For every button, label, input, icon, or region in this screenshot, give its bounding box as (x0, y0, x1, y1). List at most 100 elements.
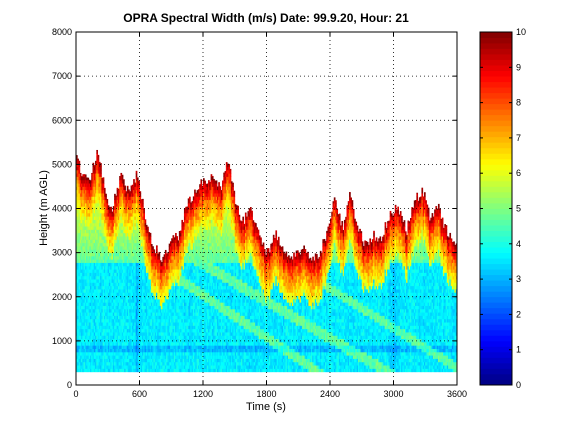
heatmap-cell (122, 315, 125, 320)
heatmap-cell (101, 196, 104, 201)
heatmap-cell (115, 335, 118, 340)
heatmap-cell (105, 318, 107, 323)
heatmap-cell (134, 222, 137, 227)
heatmap-cell (82, 368, 85, 373)
heatmap-cell (96, 308, 98, 313)
heatmap-cell (157, 312, 159, 316)
heatmap-cell (102, 216, 105, 220)
heatmap-cell (91, 186, 93, 191)
heatmap-cell (119, 355, 121, 359)
heatmap-cell (89, 219, 92, 224)
heatmap-cell (87, 255, 90, 260)
heatmap-cell (135, 305, 138, 310)
heatmap-cell (150, 322, 153, 326)
heatmap-cell (82, 176, 85, 181)
heatmap-cell (192, 239, 195, 244)
heatmap-cell (186, 365, 189, 369)
heatmap-cell (135, 255, 138, 260)
heatmap-cell (103, 355, 106, 359)
heatmap-cell (86, 341, 88, 346)
heatmap-cell (157, 322, 159, 326)
heatmap-cell (139, 262, 142, 267)
heatmap-cell (190, 236, 192, 240)
heatmap-cell (116, 272, 119, 277)
heatmap-cell (176, 312, 178, 316)
heatmap-cell (185, 252, 187, 257)
heatmap-cell (95, 341, 97, 346)
heatmap-cell (133, 275, 135, 280)
heatmap-cell (106, 198, 109, 201)
heatmap-cell (100, 355, 102, 359)
heatmap-cell (81, 355, 83, 359)
heatmap-cell (106, 315, 109, 320)
heatmap-cell (122, 368, 125, 373)
heatmap-cell (159, 315, 162, 320)
heatmap-cell (145, 265, 148, 270)
heatmap-cell (171, 265, 173, 270)
heatmap-cell (102, 275, 105, 280)
heatmap-cell (169, 328, 172, 333)
heatmap-cell (147, 279, 149, 283)
heatmap-cell (181, 322, 184, 326)
heatmap-cell (116, 348, 119, 353)
heatmap-cell (111, 292, 114, 297)
heatmap-cell (173, 239, 176, 244)
heatmap-cell (98, 262, 101, 267)
heatmap-cell (121, 351, 124, 356)
heatmap-cell (86, 285, 88, 290)
heatmap-cell (84, 206, 87, 210)
heatmap-cell (84, 325, 87, 330)
heatmap-cell (172, 252, 175, 257)
heatmap-cell (103, 262, 106, 267)
heatmap-cell (197, 341, 200, 346)
heatmap-cell (92, 308, 95, 313)
heatmap-cell (115, 289, 118, 293)
heatmap-cell (139, 328, 142, 333)
heatmap-cell (181, 232, 184, 237)
heatmap-cell (172, 341, 175, 346)
heatmap-cell (97, 295, 100, 300)
heatmap-cell (195, 265, 198, 270)
heatmap-cell (136, 325, 139, 330)
heatmap-cell (121, 216, 124, 220)
heatmap-cell (196, 279, 199, 283)
heatmap-cell (158, 322, 161, 326)
heatmap-cell (147, 282, 149, 287)
heatmap-cell (98, 255, 101, 260)
heatmap-cell (122, 196, 125, 201)
heatmap-cell (167, 322, 170, 326)
heatmap-cell (87, 202, 90, 207)
heatmap-cell (190, 239, 192, 244)
heatmap-cell (138, 282, 140, 287)
heatmap-cell (136, 249, 139, 254)
heatmap-cell (83, 325, 86, 330)
heatmap-cell (100, 183, 102, 187)
heatmap-cell (126, 219, 129, 224)
heatmap-cell (134, 246, 137, 250)
heatmap-cell (115, 226, 118, 230)
heatmap-cell (138, 348, 140, 353)
heatmap-cell (107, 351, 110, 356)
heatmap-cell (96, 166, 98, 171)
heatmap-cell (186, 335, 189, 340)
heatmap-cell (102, 308, 105, 313)
heatmap-cell (121, 318, 124, 323)
heatmap-cell (103, 202, 106, 207)
heatmap-cell (194, 239, 196, 244)
heatmap-cell (95, 236, 97, 240)
heatmap-cell (83, 298, 86, 303)
heatmap-cell (147, 275, 149, 280)
heatmap-cell (100, 249, 102, 254)
heatmap-cells (76, 149, 458, 373)
heatmap-cell (105, 355, 107, 359)
heatmap-cell (194, 305, 196, 310)
heatmap-cell (109, 345, 111, 349)
heatmap-cell (128, 255, 130, 260)
heatmap-cell (97, 202, 100, 207)
heatmap-cell (121, 295, 124, 300)
heatmap-cell (194, 193, 196, 197)
heatmap-cell (77, 226, 79, 230)
heatmap-cell (122, 219, 125, 224)
heatmap-cell (79, 335, 82, 340)
heatmap-cell (178, 255, 181, 260)
